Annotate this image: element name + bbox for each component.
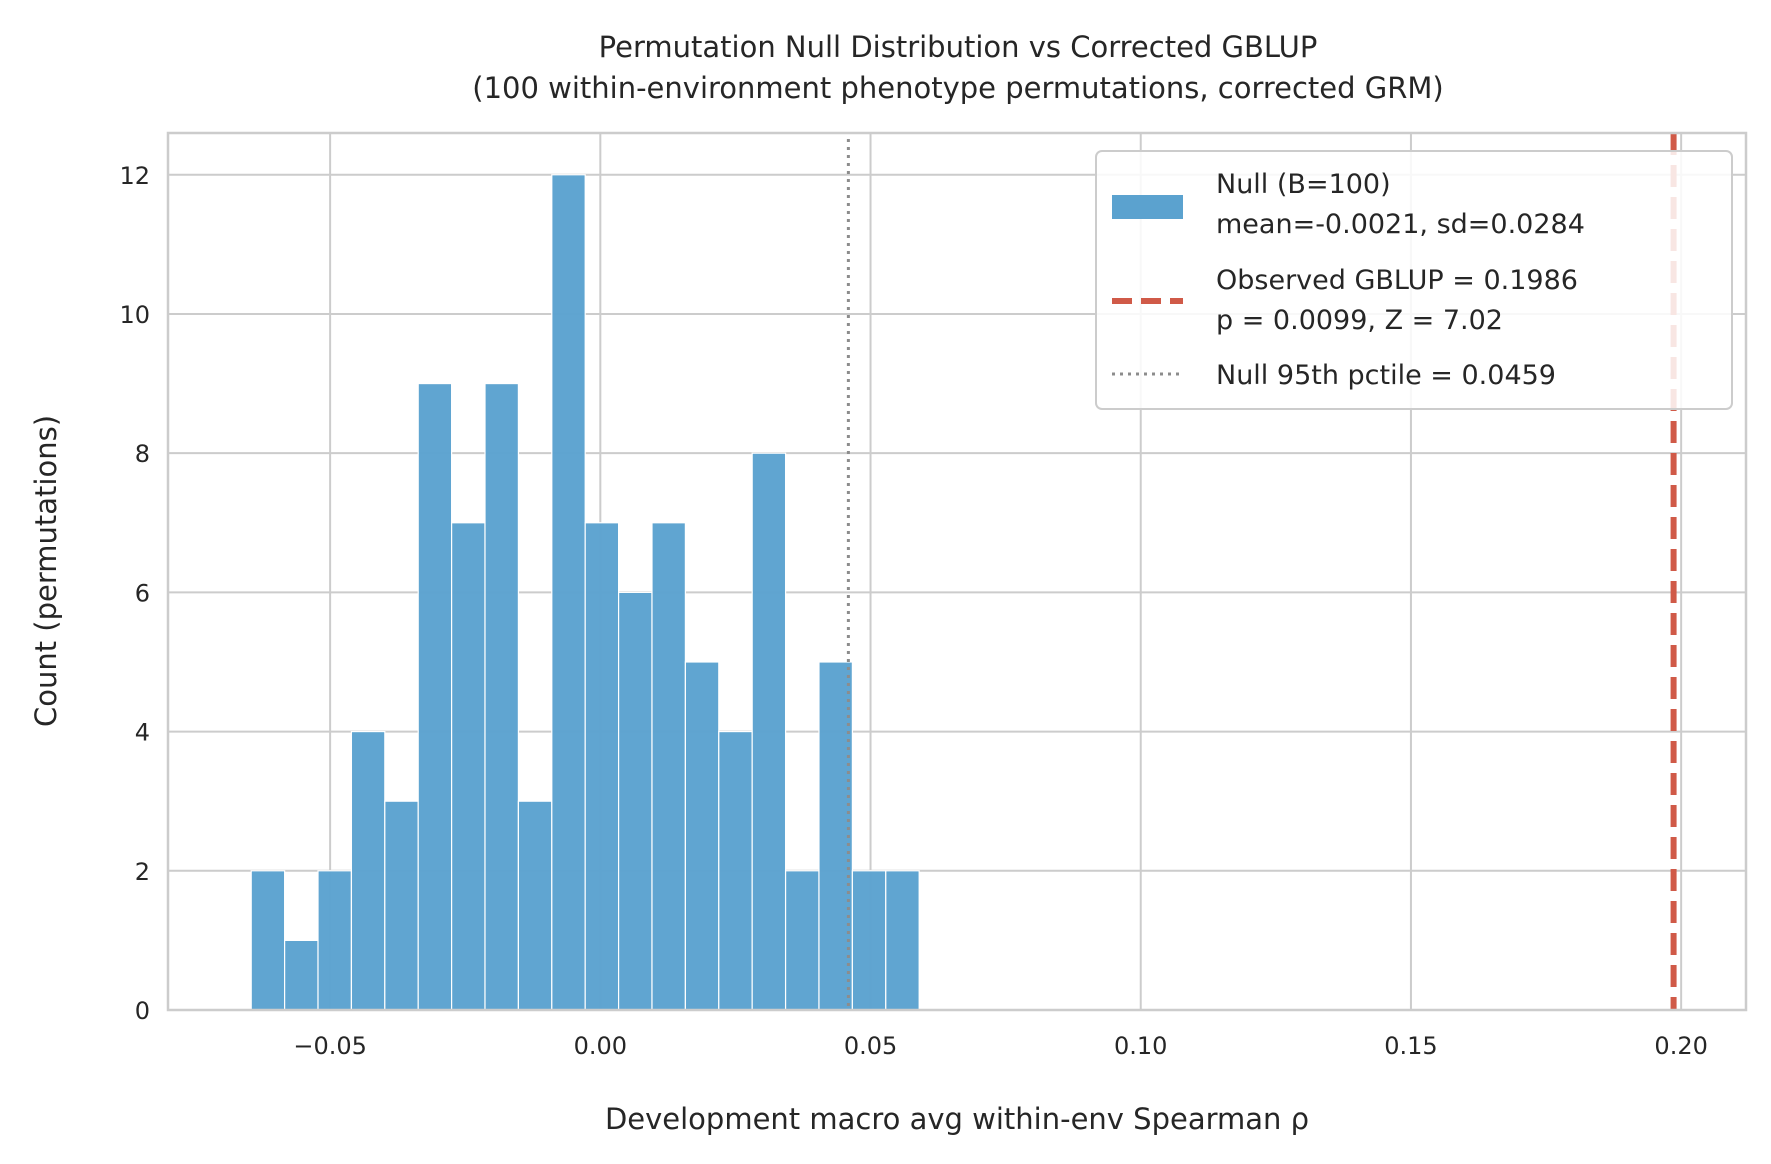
x-axis-label: Development macro avg within-env Spearma… [605, 1102, 1309, 1136]
histogram-bar [350, 730, 386, 1011]
histogram-bar [617, 591, 653, 1011]
histogram-bar [551, 174, 586, 1011]
legend-percentile-label: Null 95th pctile = 0.0459 [1216, 360, 1556, 391]
histogram-bar [484, 382, 520, 1011]
y-tick-label: 12 [119, 162, 150, 190]
histogram-bar [284, 939, 319, 1011]
y-tick-label: 0 [135, 997, 150, 1025]
y-axis-label: Count (permutations) [29, 415, 63, 727]
legend-null-swatch [1112, 195, 1183, 219]
histogram-bar [885, 870, 920, 1011]
y-tick-label: 10 [119, 301, 150, 329]
chart-title: Permutation Null Distribution vs Correct… [599, 30, 1318, 64]
histogram-bar [517, 800, 553, 1011]
histogram-bar [584, 522, 620, 1011]
x-tick-labels: −0.05 0.00 0.05 0.10 0.15 0.20 [293, 1032, 1708, 1060]
plot-frame [166, 131, 1748, 1012]
histogram-bar [751, 452, 787, 1011]
histogram-bar [818, 661, 853, 1011]
legend-observed-label: Observed GBLUP = 0.1986 [1216, 265, 1578, 296]
y-tick-label: 2 [135, 858, 150, 886]
histogram-bar [417, 382, 453, 1011]
histogram-bar [384, 800, 419, 1011]
histogram-bar [651, 522, 686, 1011]
chart-subtitle: (100 within-environment phenotype permut… [472, 71, 1443, 105]
legend-null-stats: mean=-0.0021, sd=0.0284 [1216, 209, 1585, 240]
x-tick-label: 0.10 [1114, 1032, 1167, 1060]
y-tick-label: 8 [135, 440, 150, 468]
histogram-bars [250, 174, 920, 1011]
legend: Null (B=100) mean=-0.0021, sd=0.0284 Obs… [1095, 150, 1733, 410]
x-tick-label: 0.00 [574, 1032, 627, 1060]
histogram-bar [684, 661, 720, 1011]
y-tick-labels: 0 2 4 6 8 10 12 [119, 162, 150, 1025]
x-tick-label: 0.20 [1654, 1032, 1707, 1060]
y-tick-label: 4 [135, 719, 150, 747]
histogram-bar [250, 870, 286, 1011]
histogram-bar [451, 522, 486, 1011]
y-tick-label: 6 [135, 579, 150, 607]
legend-box [1095, 150, 1733, 410]
legend-observed-stats: p = 0.0099, Z = 7.02 [1216, 305, 1503, 336]
x-tick-label: 0.05 [844, 1032, 897, 1060]
x-tick-label: −0.05 [293, 1032, 367, 1060]
histogram-bar [718, 730, 753, 1011]
histogram-bar [317, 870, 353, 1011]
x-tick-label: 0.15 [1384, 1032, 1437, 1060]
histogram-bar [851, 870, 887, 1011]
legend-null-label: Null (B=100) [1216, 169, 1391, 200]
histogram-bar [784, 870, 820, 1011]
